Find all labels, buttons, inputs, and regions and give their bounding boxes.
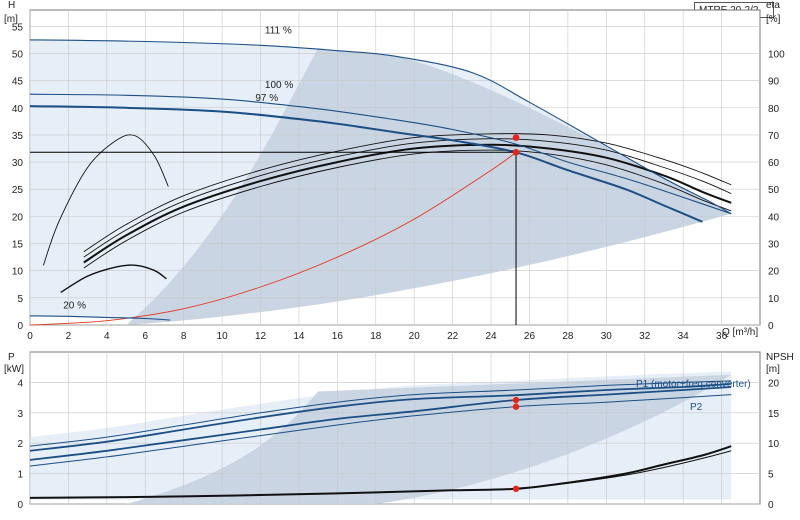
- p-axis-label: P: [8, 352, 15, 363]
- h-curve-20: [29, 315, 171, 321]
- p-tick-label: 2: [17, 439, 23, 450]
- x-tick-label: 26: [524, 331, 536, 342]
- x-tick-label: 20: [409, 331, 421, 342]
- system-curve: [29, 151, 517, 326]
- npsh-axis-label: NPSH: [766, 352, 794, 363]
- x-tick-label: 8: [181, 331, 187, 342]
- y2-axis-unit: [%]: [766, 14, 781, 25]
- npsh-curve: [29, 445, 732, 499]
- eta-curve: [83, 133, 732, 253]
- p-tick-label: 0: [17, 500, 23, 511]
- y-tick-label: 40: [12, 104, 24, 115]
- y2-tick-label: 80: [768, 104, 780, 115]
- power-duty-point: [512, 403, 520, 410]
- x-tick-label: 2: [66, 331, 72, 342]
- y2-tick-label: 70: [768, 131, 780, 142]
- y-tick-label: 50: [12, 49, 24, 60]
- y2-tick-label: 90: [768, 77, 780, 88]
- y-tick-label: 10: [12, 267, 24, 278]
- y2-tick-label: 50: [768, 185, 780, 196]
- npsh-tick-label: 0: [768, 500, 774, 511]
- y2-tick-label: 30: [768, 240, 780, 251]
- y-axis-unit: [m]: [4, 14, 18, 25]
- power-curve: [29, 386, 732, 461]
- eta-curve: [83, 143, 732, 264]
- speed-label: 111 %: [265, 25, 292, 36]
- power-curve: [29, 383, 732, 452]
- y-axis-label: H: [8, 0, 15, 11]
- p2-label: P2: [690, 402, 703, 413]
- y-tick-label: 15: [12, 240, 24, 251]
- x-tick-label: 4: [104, 331, 110, 342]
- eta-curve-low: [60, 264, 167, 294]
- x-tick-label: 36: [716, 331, 728, 342]
- speed-label: 97 %: [255, 93, 278, 104]
- power-duty-point: [512, 396, 520, 404]
- y2-tick-label: 10: [768, 294, 780, 305]
- y-tick-label: 20: [12, 212, 24, 223]
- p-tick-label: 3: [17, 409, 23, 420]
- npsh-tick-label: 15: [768, 409, 780, 420]
- h-curve-97: [29, 105, 703, 223]
- efficiency-region: [126, 48, 732, 325]
- speed-label: 100 %: [265, 80, 293, 91]
- x-tick-label: 12: [255, 331, 267, 342]
- y2-tick-label: 40: [768, 212, 780, 223]
- x-tick-label: 22: [447, 331, 459, 342]
- x-tick-label: 32: [639, 331, 651, 342]
- power-efficiency-region: [126, 374, 732, 504]
- duty-point-eta: [512, 134, 520, 141]
- p-tick-label: 1: [17, 470, 23, 481]
- eta-curve: [83, 138, 732, 258]
- y-tick-label: 55: [12, 22, 24, 33]
- h-curve-100: [29, 93, 732, 215]
- y2-tick-label: 20: [768, 267, 780, 278]
- power-curve: [29, 394, 732, 467]
- x-tick-label: 28: [562, 331, 574, 342]
- x-tick-label: 16: [332, 331, 344, 342]
- npsh-curve-b: [515, 450, 732, 490]
- duty-point: [512, 148, 520, 156]
- x-tick-label: 24: [485, 331, 497, 342]
- y-tick-label: 45: [12, 77, 24, 88]
- x-axis-label: Q [m³/h]: [722, 327, 758, 338]
- y2-tick-label: 100: [768, 49, 785, 60]
- y-tick-label: 30: [12, 158, 24, 169]
- y-tick-label: 0: [17, 321, 23, 332]
- y2-tick-label: 60: [768, 158, 780, 169]
- npsh-tick-label: 5: [768, 470, 774, 481]
- x-tick-label: 14: [293, 331, 305, 342]
- p1-label: P1 (motor+freq.converter): [636, 379, 751, 390]
- npsh-tick-label: 20: [768, 378, 780, 389]
- x-tick-label: 0: [27, 331, 33, 342]
- x-tick-label: 10: [217, 331, 229, 342]
- x-tick-label: 34: [678, 331, 690, 342]
- x-tick-label: 30: [601, 331, 613, 342]
- speed-label: 20 %: [63, 301, 86, 312]
- y2-axis-label: eta: [766, 0, 780, 11]
- h-curve-111: [29, 39, 732, 215]
- y-tick-label: 25: [12, 185, 24, 196]
- eta-curve-20: [42, 134, 169, 266]
- npsh-axis-unit: [m]: [766, 364, 780, 375]
- p-axis-unit: [kW]: [4, 364, 24, 375]
- y-tick-label: 35: [12, 131, 24, 142]
- y-tick-label: 5: [17, 294, 23, 305]
- x-tick-label: 6: [142, 331, 148, 342]
- power-curve: [29, 380, 732, 447]
- y2-tick-label: 0: [768, 321, 774, 332]
- p-tick-label: 4: [17, 378, 23, 389]
- x-tick-label: 18: [370, 331, 382, 342]
- power-duty-point: [512, 485, 520, 492]
- npsh-tick-label: 10: [768, 439, 780, 450]
